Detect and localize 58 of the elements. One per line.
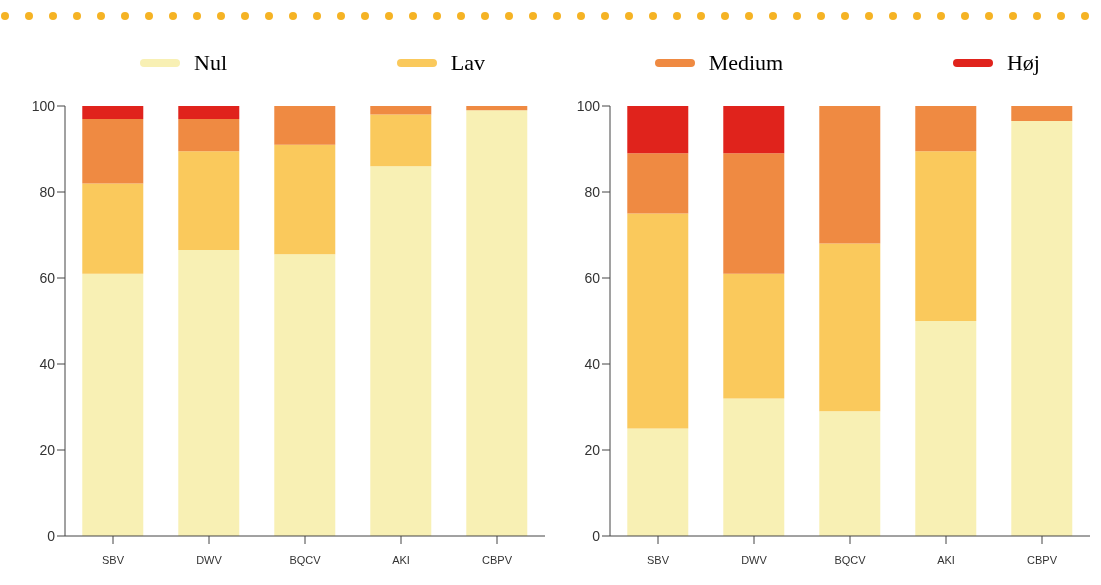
x-tick-label: SBV xyxy=(646,553,670,566)
bar xyxy=(1011,121,1073,536)
bar xyxy=(466,110,528,536)
y-tick-label: 0 xyxy=(47,527,56,544)
bar xyxy=(627,428,689,536)
bar xyxy=(82,106,144,119)
bar xyxy=(627,106,689,154)
bar xyxy=(370,166,432,536)
bar xyxy=(274,254,336,536)
bar xyxy=(819,411,881,536)
legend-label: Høj xyxy=(1006,50,1040,76)
x-tick-label: SBV xyxy=(101,553,125,566)
legend-label: Lav xyxy=(450,50,485,76)
x-tick-label: AKI xyxy=(937,553,955,566)
bar xyxy=(915,321,977,536)
y-tick-label: 20 xyxy=(39,441,56,458)
y-tick-label: 60 xyxy=(39,269,56,286)
y-tick-label: 100 xyxy=(31,97,56,114)
bar xyxy=(370,114,432,167)
x-tick-label: AKI xyxy=(392,553,410,566)
bar xyxy=(82,273,144,536)
bar xyxy=(915,151,977,321)
bar xyxy=(82,183,144,274)
bar xyxy=(723,398,785,536)
bar xyxy=(819,243,881,412)
x-tick-label: DWV xyxy=(196,553,223,566)
bar xyxy=(627,153,689,214)
x-tick-label: CBPV xyxy=(482,553,513,566)
bar xyxy=(915,106,977,152)
bar xyxy=(178,250,240,536)
bar xyxy=(370,106,432,115)
y-tick-label: 0 xyxy=(592,527,601,544)
y-tick-label: 40 xyxy=(39,355,56,372)
bar xyxy=(466,106,528,111)
y-tick-label: 20 xyxy=(584,441,601,458)
bar xyxy=(723,153,785,274)
bar xyxy=(82,118,144,184)
x-tick-label: DWV xyxy=(741,553,768,566)
y-tick-label: 80 xyxy=(39,183,56,200)
bar xyxy=(178,106,240,119)
y-tick-label: 80 xyxy=(584,183,601,200)
bar xyxy=(627,213,689,429)
bar xyxy=(274,106,336,145)
bar xyxy=(178,151,240,251)
bar xyxy=(723,106,785,154)
y-tick-label: 100 xyxy=(576,97,601,114)
bar xyxy=(819,106,881,244)
legend-label: Nul xyxy=(194,50,227,76)
bar xyxy=(178,118,240,152)
bar xyxy=(1011,106,1073,122)
legend-label: Medium xyxy=(708,50,784,76)
bar xyxy=(274,144,336,255)
x-tick-label: BQCV xyxy=(834,553,867,566)
x-tick-label: BQCV xyxy=(289,553,322,566)
bar xyxy=(723,273,785,399)
x-tick-label: CBPV xyxy=(1027,553,1058,566)
y-tick-label: 60 xyxy=(584,269,601,286)
y-tick-label: 40 xyxy=(584,355,601,372)
